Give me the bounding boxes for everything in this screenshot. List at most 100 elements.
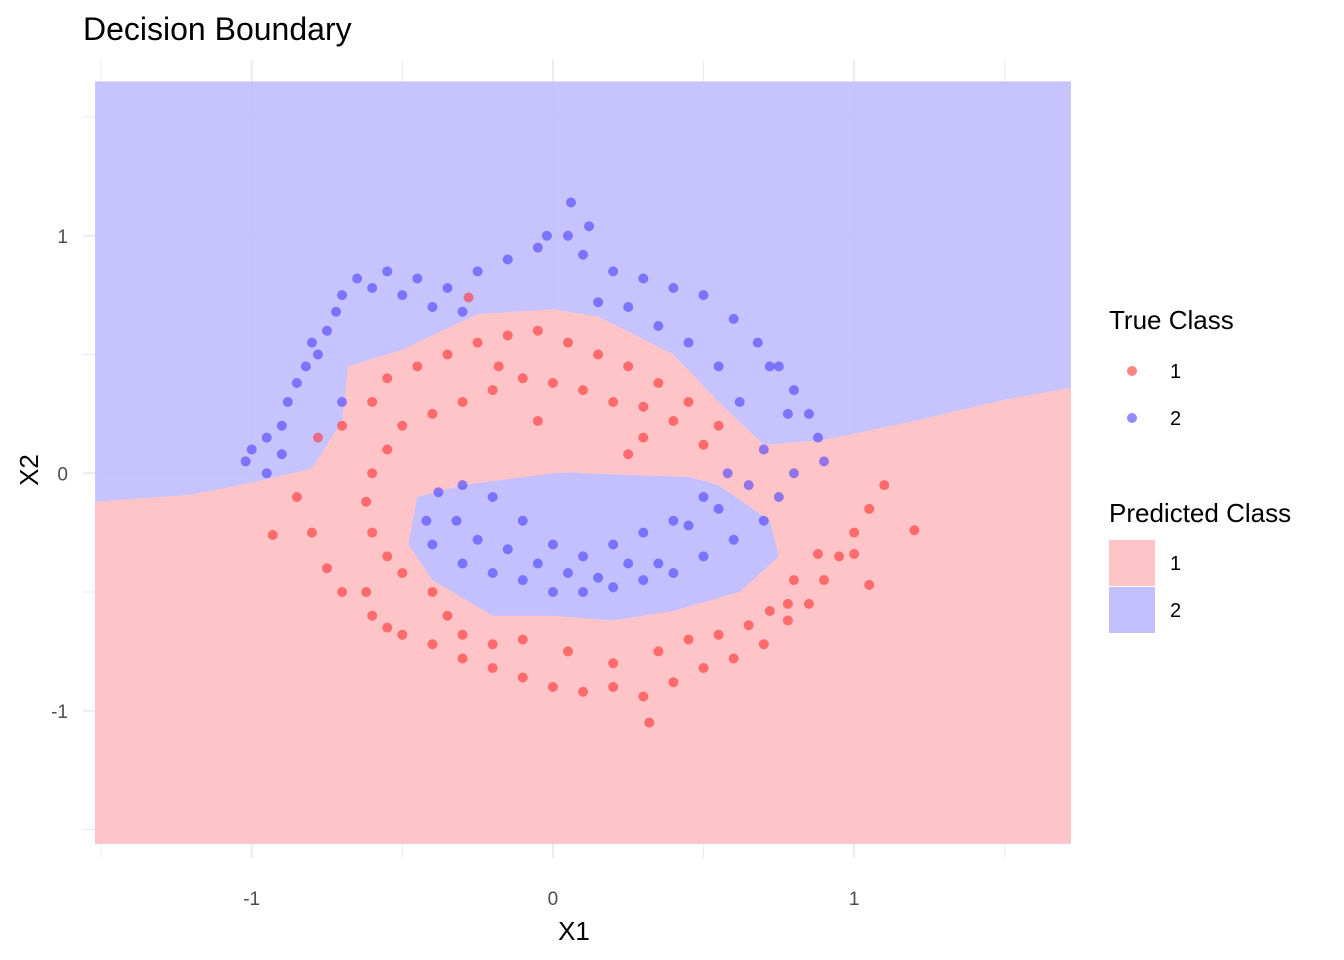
point-class-2 (683, 520, 694, 531)
point-class-1 (593, 349, 604, 360)
point-class-2 (487, 568, 498, 578)
point-class-2 (562, 230, 573, 241)
legend-pred-label: 1 (1170, 553, 1181, 575)
point-class-1 (623, 449, 634, 460)
point-class-2 (321, 325, 332, 336)
point-class-1 (532, 325, 543, 336)
point-class-2 (743, 480, 754, 491)
point-class-2 (331, 306, 342, 317)
point-class-1 (638, 401, 649, 412)
point-class-2 (337, 290, 348, 301)
y-axis-title: X2 (14, 454, 44, 486)
data-points (240, 197, 920, 728)
point-class-1 (367, 397, 378, 407)
point-class-1 (367, 610, 378, 621)
point-class-1 (382, 373, 393, 384)
point-class-1 (487, 385, 498, 396)
point-class-1 (367, 527, 378, 538)
point-class-2 (668, 515, 679, 526)
point-class-1 (361, 496, 372, 507)
point-class-2 (261, 432, 272, 443)
point-class-1 (502, 330, 513, 341)
point-class-1 (803, 598, 814, 609)
point-class-2 (713, 361, 724, 372)
point-class-2 (698, 492, 709, 502)
point-class-1 (812, 549, 823, 559)
point-class-2 (638, 527, 649, 538)
point-class-1 (427, 408, 438, 419)
point-class-1 (668, 677, 679, 688)
point-class-2 (773, 492, 784, 502)
point-class-1 (608, 397, 619, 407)
point-class-2 (532, 558, 543, 569)
point-class-1 (457, 397, 468, 407)
x-axis-ticks: -1 0 1 (243, 889, 859, 910)
point-class-1 (644, 717, 655, 728)
point-class-1 (517, 634, 528, 645)
point-class-2 (728, 534, 739, 545)
point-class-1 (463, 292, 474, 303)
point-class-2 (412, 273, 423, 284)
point-class-2 (352, 273, 363, 284)
point-class-2 (472, 534, 483, 545)
point-class-1 (909, 525, 920, 536)
point-class-2 (653, 321, 664, 331)
point-class-2 (764, 361, 775, 372)
point-class-1 (547, 378, 558, 388)
point-class-2 (698, 551, 709, 562)
point-class-2 (562, 568, 573, 578)
point-class-1 (312, 432, 323, 443)
point-class-2 (608, 539, 619, 550)
y-tick-label: 0 (57, 464, 68, 485)
legend-true-key-1 (1127, 366, 1137, 376)
point-class-1 (608, 658, 619, 669)
point-class-1 (427, 639, 438, 650)
point-class-1 (361, 587, 372, 597)
point-class-2 (240, 456, 251, 467)
x-tick-label: 0 (548, 889, 559, 910)
point-class-2 (638, 273, 649, 284)
legend-predicted-class-items: 12 (1109, 540, 1181, 633)
point-class-2 (517, 575, 528, 586)
point-class-2 (788, 468, 799, 479)
point-class-2 (502, 544, 513, 555)
point-class-2 (421, 515, 432, 526)
point-class-2 (713, 503, 724, 514)
point-class-1 (493, 361, 504, 372)
point-class-1 (562, 646, 573, 657)
legend: True Class 12 Predicted Class 12 (1109, 305, 1291, 633)
point-class-1 (698, 663, 709, 673)
point-class-2 (397, 290, 408, 301)
point-class-2 (819, 456, 830, 467)
point-class-1 (291, 492, 302, 502)
point-class-1 (487, 663, 498, 673)
point-class-1 (547, 682, 558, 692)
point-class-2 (306, 337, 317, 348)
point-class-1 (728, 653, 739, 664)
point-class-2 (541, 230, 552, 241)
point-class-2 (427, 302, 438, 312)
point-class-1 (457, 629, 468, 640)
point-class-2 (282, 397, 293, 407)
point-class-2 (337, 397, 348, 407)
point-class-1 (517, 373, 528, 384)
legend-true-label: 2 (1170, 408, 1181, 430)
point-class-1 (713, 629, 724, 640)
point-class-1 (532, 416, 543, 426)
point-class-1 (367, 468, 378, 479)
point-class-2 (593, 572, 604, 583)
point-class-2 (668, 568, 679, 578)
point-class-1 (578, 686, 589, 697)
point-class-2 (246, 444, 257, 455)
point-class-1 (782, 615, 793, 626)
point-class-1 (668, 416, 679, 426)
point-class-2 (457, 558, 468, 569)
point-class-2 (773, 361, 784, 372)
legend-true-class-items: 12 (1127, 361, 1181, 430)
point-class-2 (547, 539, 558, 550)
x-axis-title: X1 (558, 916, 590, 946)
point-class-2 (517, 515, 528, 526)
point-class-2 (788, 385, 799, 396)
point-class-1 (487, 639, 498, 650)
point-class-1 (638, 432, 649, 443)
